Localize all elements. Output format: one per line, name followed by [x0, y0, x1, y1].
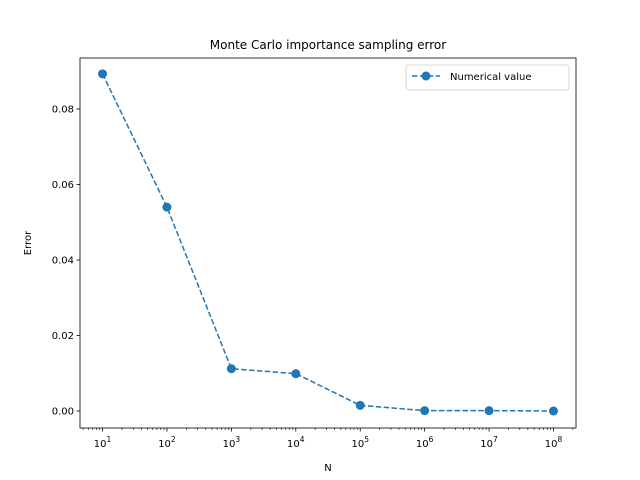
data-point: [355, 400, 365, 410]
chart-title: Monte Carlo importance sampling error: [210, 38, 446, 52]
y-tick-label: 0.04: [52, 255, 74, 266]
x-tick-label: 103: [223, 435, 241, 450]
x-tick-label: 101: [94, 435, 112, 450]
x-axis: 101 102 103 104 105 106 107 108: [82, 428, 574, 450]
y-tick-label: 0.00: [52, 407, 74, 418]
plot-frame: [79, 57, 577, 429]
x-tick-label: 102: [158, 435, 176, 450]
y-tick-label: 0.06: [52, 180, 74, 191]
data-point: [548, 406, 558, 416]
data-point: [484, 406, 494, 416]
legend-box: [405, 64, 570, 91]
data-point: [291, 369, 301, 379]
y-axis-label: Error: [23, 230, 34, 255]
data-point: [226, 364, 236, 374]
data-point: [420, 406, 430, 416]
y-tick-label: 0.02: [52, 331, 74, 342]
x-tick-label: 104: [287, 435, 305, 450]
series-line: [101, 73, 554, 412]
y-axis: 0.00 0.02 0.04 0.06 0.08: [52, 104, 80, 418]
legend-marker: [421, 71, 431, 81]
plot-area: [98, 69, 558, 416]
legend-label: Numerical value: [450, 72, 532, 83]
y-tick-label: 0.08: [52, 104, 74, 115]
x-axis-label: N: [324, 463, 331, 474]
data-point: [162, 202, 172, 212]
legend: Numerical value: [405, 64, 570, 91]
data-point: [98, 69, 108, 79]
x-tick-label: 108: [545, 435, 563, 450]
x-tick-label: 105: [351, 435, 369, 450]
x-tick-label: 107: [480, 435, 498, 450]
x-tick-label: 106: [416, 435, 434, 450]
